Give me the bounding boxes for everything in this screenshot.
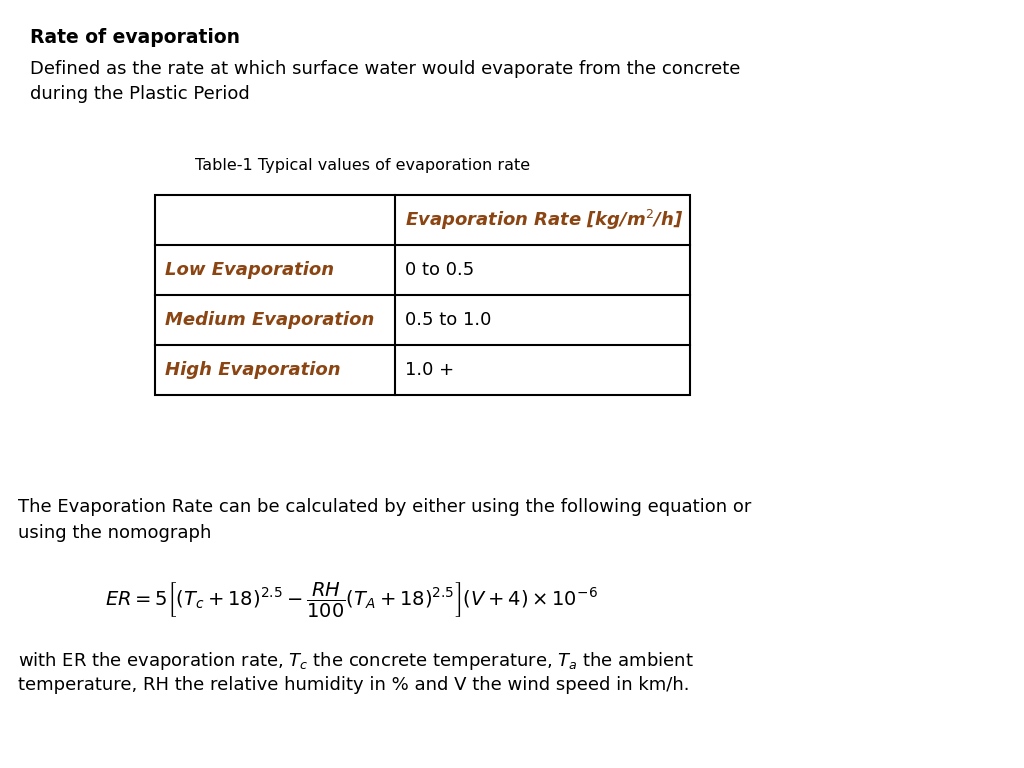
- Text: Table-1 Typical values of evaporation rate: Table-1 Typical values of evaporation ra…: [195, 158, 530, 173]
- Text: High Evaporation: High Evaporation: [165, 361, 341, 379]
- Text: 0 to 0.5: 0 to 0.5: [406, 261, 474, 279]
- Text: Medium Evaporation: Medium Evaporation: [165, 311, 375, 329]
- Text: Defined as the rate at which surface water would evaporate from the concrete: Defined as the rate at which surface wat…: [30, 60, 740, 78]
- Bar: [155, 195, 690, 395]
- Text: Rate of evaporation: Rate of evaporation: [30, 28, 240, 47]
- Text: during the Plastic Period: during the Plastic Period: [30, 85, 250, 103]
- Text: 0.5 to 1.0: 0.5 to 1.0: [406, 311, 492, 329]
- Text: using the nomograph: using the nomograph: [18, 524, 211, 542]
- Text: temperature, RH the relative humidity in % and V the wind speed in km/h.: temperature, RH the relative humidity in…: [18, 676, 689, 694]
- Text: $ER = 5\left[(T_c + 18)^{2.5} - \dfrac{RH}{100}(T_A + 18)^{2.5}\right](V + 4) \t: $ER = 5\left[(T_c + 18)^{2.5} - \dfrac{R…: [105, 580, 598, 619]
- Text: Low Evaporation: Low Evaporation: [165, 261, 334, 279]
- Text: Evaporation Rate [kg/m$^2$/h]: Evaporation Rate [kg/m$^2$/h]: [406, 208, 683, 232]
- Text: with ER the evaporation rate, $T_c$ the concrete temperature, $T_a$ the ambient: with ER the evaporation rate, $T_c$ the …: [18, 650, 694, 672]
- Text: The Evaporation Rate can be calculated by either using the following equation or: The Evaporation Rate can be calculated b…: [18, 498, 752, 516]
- Text: 1.0 +: 1.0 +: [406, 361, 454, 379]
